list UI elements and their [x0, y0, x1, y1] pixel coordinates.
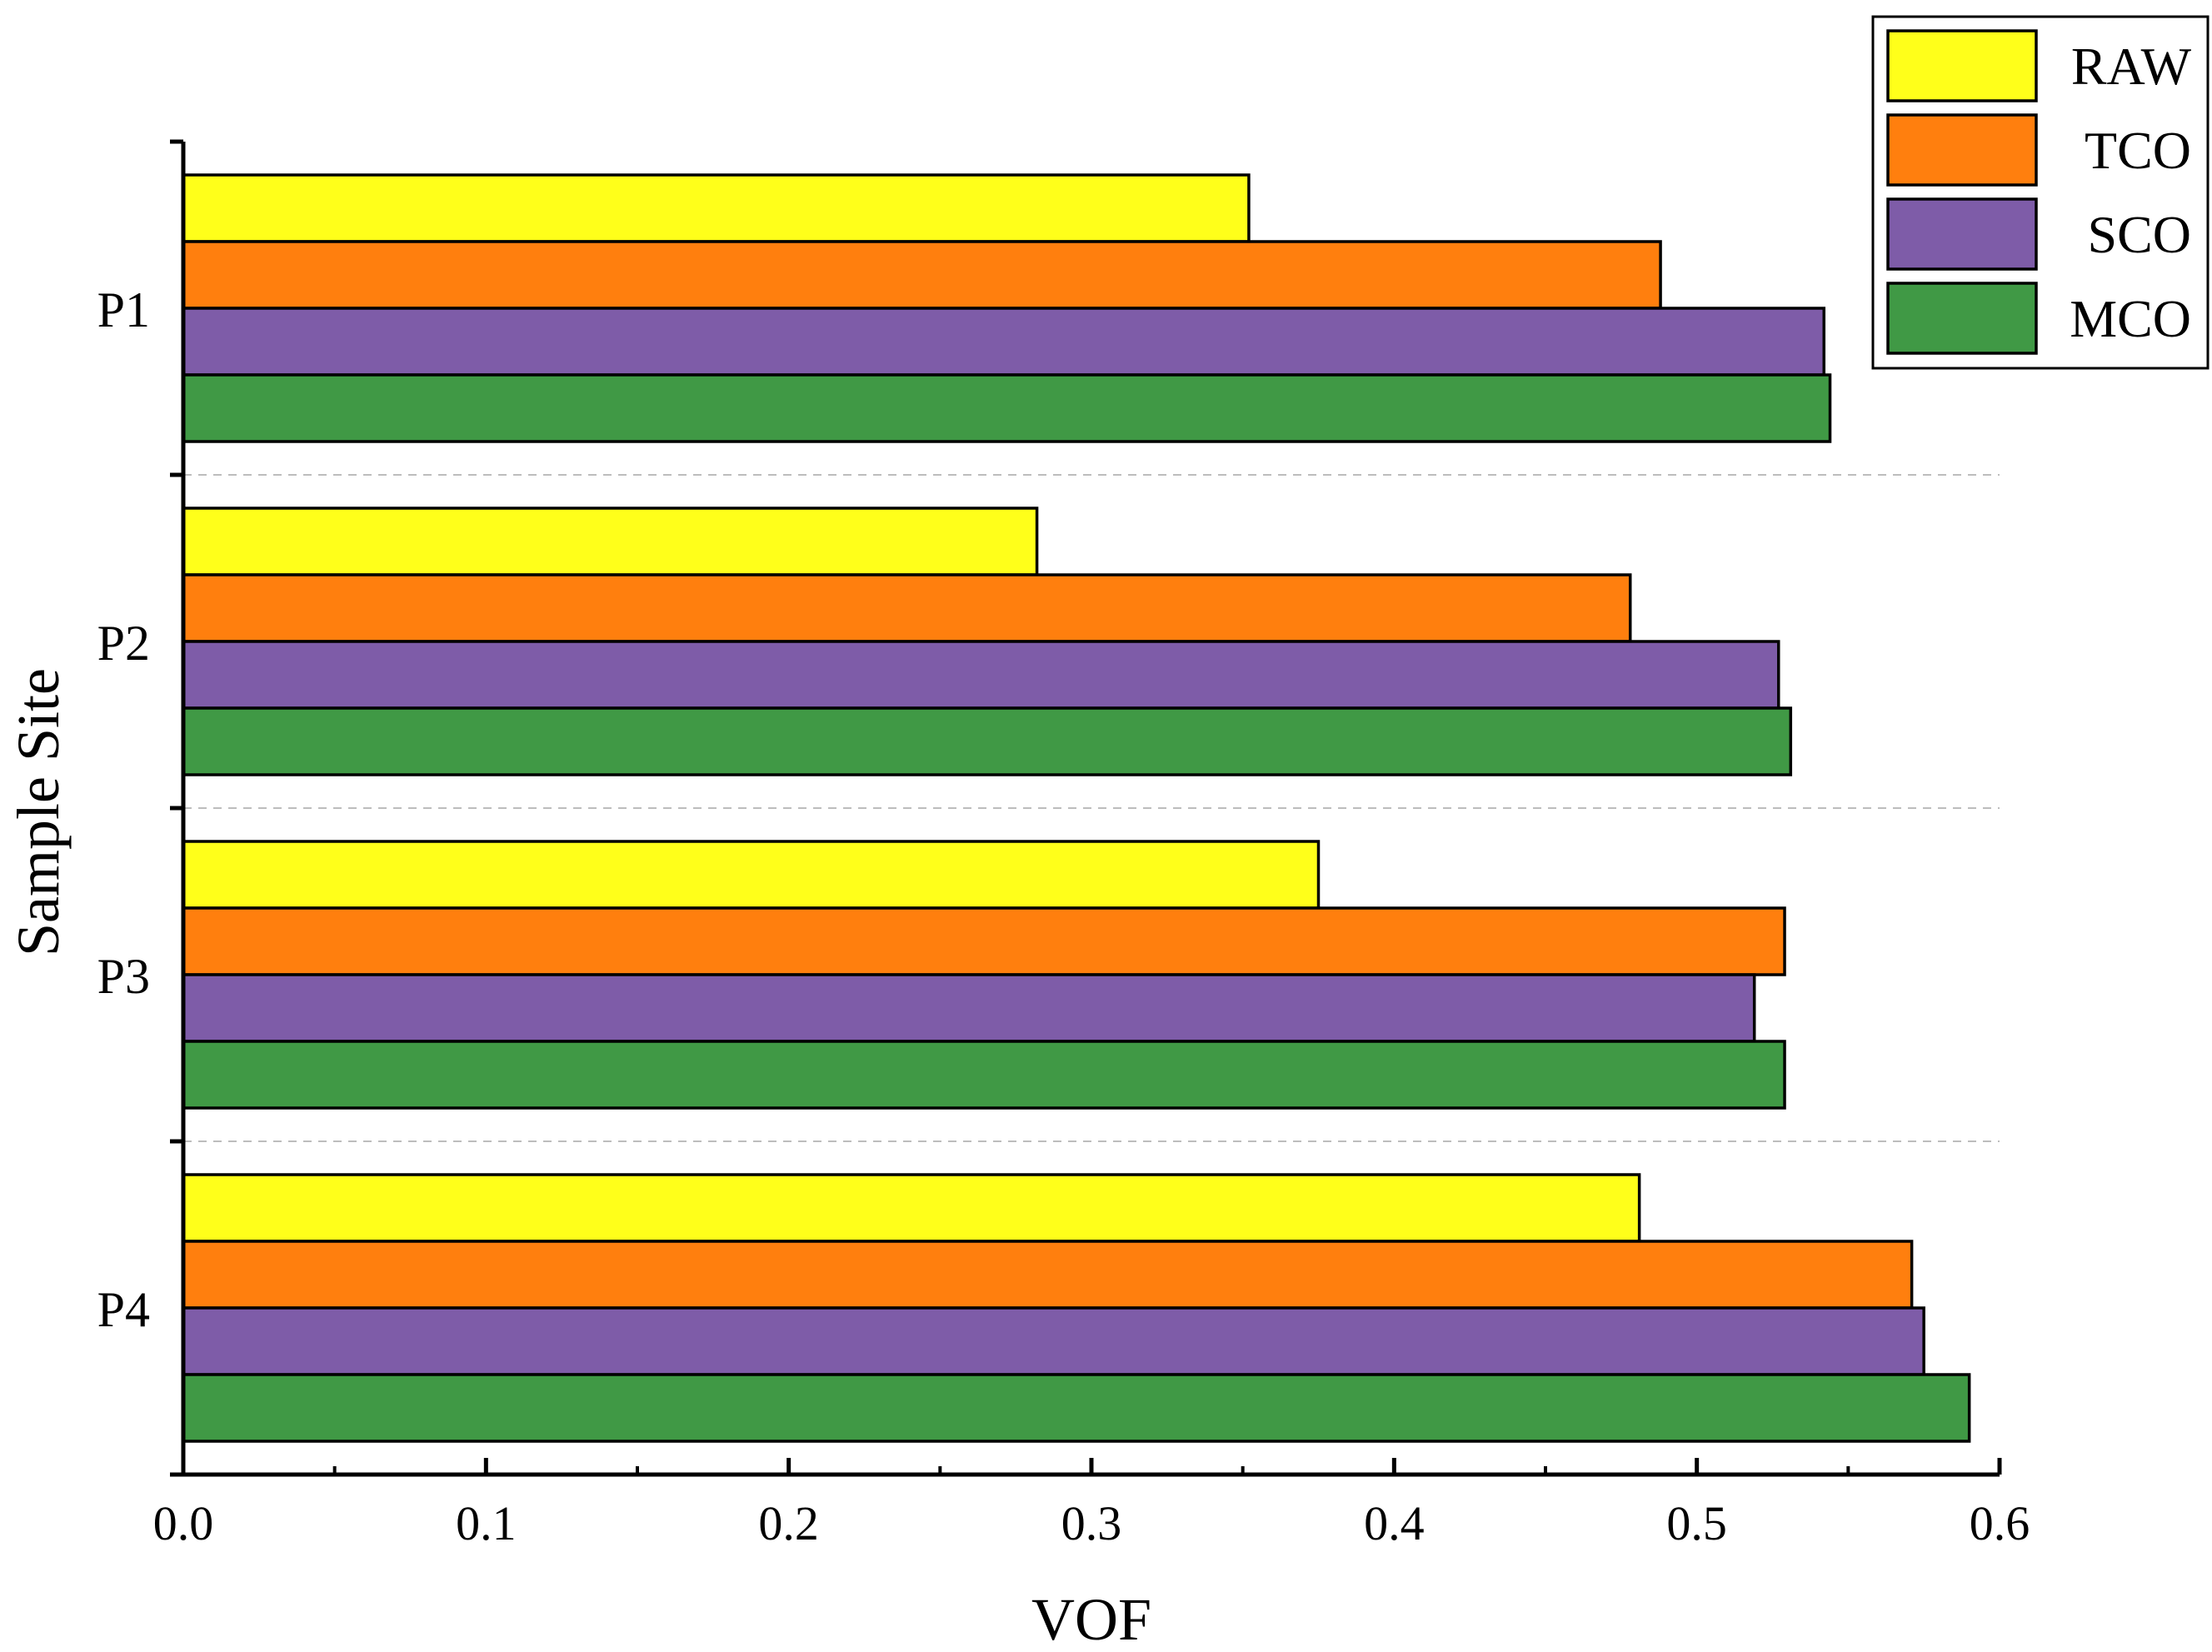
- y-axis-title: Sample Site: [5, 668, 72, 956]
- legend-label-tco: TCO: [2085, 121, 2191, 180]
- legend-swatch-tco: [1886, 113, 2038, 187]
- category-label-p1: P1: [97, 282, 150, 337]
- legend-swatch-raw: [1886, 29, 2038, 102]
- bars-group: [182, 173, 1971, 1443]
- category-label-p3: P3: [97, 949, 150, 1004]
- bar-p1-sco: [182, 307, 1826, 377]
- bar-p4-tco: [182, 1240, 1914, 1310]
- x-tick-label: 0.6: [1970, 1496, 2030, 1550]
- x-tick-label: 0.0: [153, 1496, 214, 1550]
- x-tick-label: 0.3: [1061, 1496, 1122, 1550]
- category-separators: [183, 474, 2000, 1142]
- x-tick-label: 0.4: [1364, 1496, 1425, 1550]
- category-label-p4: P4: [97, 1282, 150, 1337]
- bar-p3-tco: [182, 906, 1786, 976]
- bar-p2-mco: [182, 706, 1793, 776]
- category-label-p2: P2: [97, 616, 150, 671]
- bar-p4-raw: [182, 1173, 1641, 1243]
- legend-label-mco: MCO: [2070, 289, 2191, 348]
- x-tick-label: 0.1: [456, 1496, 517, 1550]
- bar-p1-mco: [182, 373, 1832, 443]
- x-axis-title: VOF: [1031, 1586, 1151, 1652]
- bar-p1-tco: [182, 240, 1662, 310]
- x-tick-label: 0.2: [758, 1496, 819, 1550]
- x-ticks-group: 0.0 0.1 0.2 0.3 0.4 0.5 0.6: [153, 1458, 2030, 1550]
- bar-p2-raw: [182, 507, 1039, 576]
- legend: RAW TCO SCO MCO: [1871, 15, 2210, 370]
- bar-p2-tco: [182, 573, 1632, 643]
- bar-p4-sco: [182, 1306, 1925, 1376]
- x-tick-label: 0.5: [1666, 1496, 1727, 1550]
- legend-swatch-mco: [1886, 282, 2038, 355]
- legend-swatch-sco: [1886, 197, 2038, 271]
- bar-p3-raw: [182, 840, 1321, 910]
- bar-p3-mco: [182, 1040, 1786, 1110]
- bar-p3-sco: [182, 973, 1756, 1043]
- category-labels-group: P1 P2 P3 P4: [97, 282, 150, 1337]
- bar-p2-sco: [182, 640, 1780, 710]
- bar-p1-raw: [182, 173, 1251, 243]
- bar-p4-mco: [182, 1373, 1971, 1443]
- legend-label-sco: SCO: [2088, 205, 2192, 264]
- legend-label-raw: RAW: [2071, 37, 2192, 96]
